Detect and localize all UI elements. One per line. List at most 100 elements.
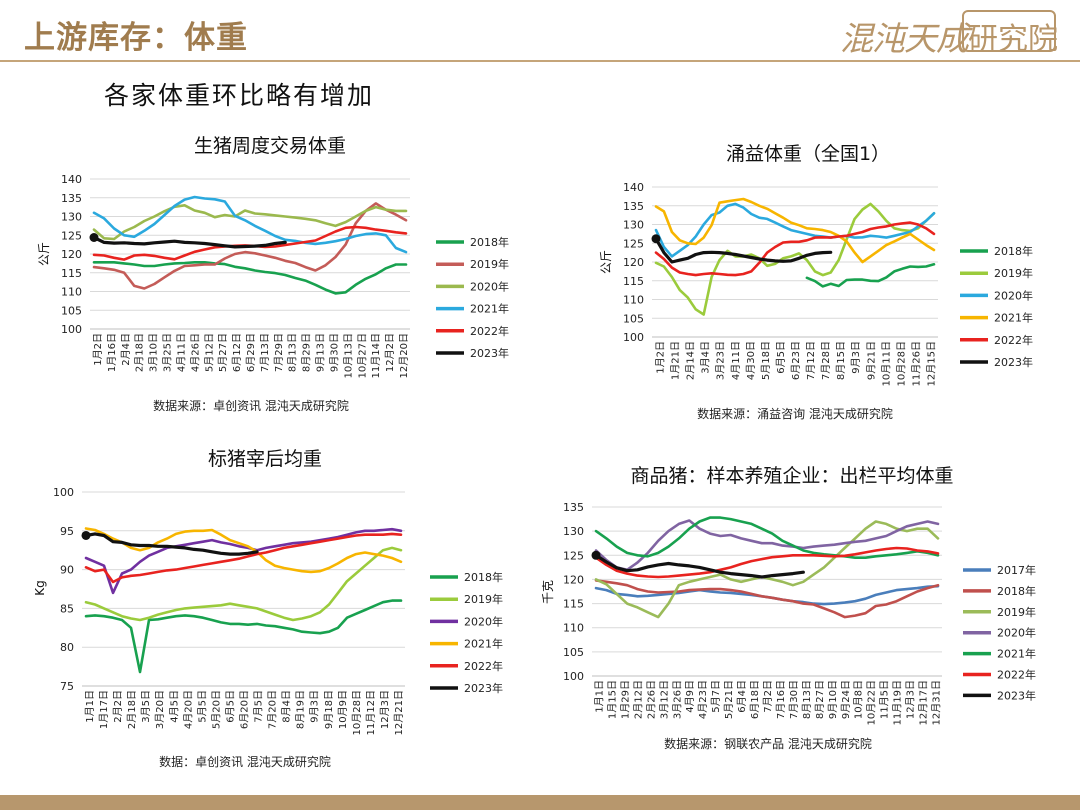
x-tick-label: 8月4日 [281,690,293,723]
y-tick-label: 140 [61,173,82,186]
chart-source-note: 数据来源：涌益咨询 混沌天成研究院 [697,406,893,421]
y-tick-label: 85 [60,602,74,615]
y-tick-label: 100 [53,486,74,499]
legend-label: 2019年 [994,266,1033,280]
x-tick-label: 3月12日 [658,680,670,719]
x-tick-label: 7月12日 [805,341,817,380]
y-tick-label: 105 [623,312,644,325]
x-tick-label: 3月25日 [162,333,174,372]
series-line-2023年 [92,235,287,249]
y-tick-label: 95 [60,525,74,538]
x-tick-label: 12月21日 [393,690,405,735]
x-tick-label: 6月5日 [775,341,787,374]
series-line-2023年 [594,553,805,579]
series-line-2022年 [654,221,936,277]
x-tick-label: 3月10日 [148,333,160,372]
chart-source-note: 数据来源：钢联农产品 混沌天成研究院 [664,736,872,751]
legend-label: 2023年 [997,688,1036,702]
x-tick-label: 1月2日 [655,341,667,374]
legend-label: 2020年 [994,288,1033,302]
y-tick-label: 125 [623,237,644,250]
legend-label: 2022年 [470,324,509,338]
x-tick-label: 2月18日 [126,690,138,729]
series-line-2017年 [594,584,940,606]
y-tick-label: 110 [623,294,644,307]
x-tick-label: 10月28日 [351,690,363,735]
x-tick-label: 6月20日 [239,690,251,729]
series-line-2018年 [84,599,403,674]
y-tick-label: 125 [61,229,82,242]
series-start-marker [81,530,91,540]
x-tick-label: 4月11日 [730,341,742,380]
y-tick-label: 135 [563,501,584,514]
x-tick-label: 6月5日 [224,690,236,723]
series-line-2020年 [84,527,403,595]
legend-label: 2020年 [470,279,509,293]
series-start-marker [89,233,99,242]
y-tick-label: 110 [61,286,82,299]
x-tick-label: 7月13日 [259,333,271,372]
y-tick-label: 125 [563,549,584,562]
series-line-2018年 [805,263,936,288]
x-tick-label: 11月12日 [365,690,377,735]
x-tick-label: 9月18日 [323,690,335,729]
header-divider [0,60,1080,62]
chart-source-note: 数据：卓创资讯 混沌天成研究院 [159,754,331,769]
x-tick-label: 4月30日 [745,341,757,380]
x-tick-label: 7月29日 [273,333,285,372]
x-tick-label: 1月2日 [92,333,104,366]
series-line-2021年 [594,516,940,559]
x-tick-label: 2月26日 [645,680,657,719]
x-tick-label: 4月20日 [182,690,194,729]
x-tick-label: 11月14日 [370,333,382,378]
x-tick-label: 1月1日 [593,680,605,713]
x-tick-label: 7月30日 [788,680,800,719]
x-tick-label: 11月19日 [892,680,904,725]
x-tick-label: 8月19日 [295,690,307,729]
y-tick-label: 75 [60,680,74,693]
legend-label: 2017年 [997,563,1036,577]
x-tick-label: 6月12日 [231,333,243,372]
legend-label: 2020年 [997,626,1036,640]
x-tick-label: 5月5日 [196,690,208,723]
series-line-2020年 [654,202,936,258]
x-tick-label: 7月20日 [267,690,279,729]
x-tick-label: 5月12日 [203,333,215,372]
x-tick-label: 6月18日 [749,680,761,719]
legend-label: 2023年 [464,681,503,695]
chart-source-note: 数据来源：卓创资讯 混沌天成研究院 [153,398,349,413]
x-tick-label: 12月15日 [925,341,937,386]
x-tick-label: 9月30日 [328,333,340,372]
series-line-2019年 [654,202,936,316]
x-tick-label: 4月9日 [684,680,696,713]
logo-frame [962,10,1056,52]
logo-sub-text: 研究院 [968,22,1058,57]
x-tick-label: 1月16日 [106,333,118,372]
x-tick-label: 9月3日 [850,341,862,374]
y-axis-label: Kg [33,580,47,596]
x-tick-label: 11月5日 [879,680,891,719]
y-tick-label: 130 [623,219,644,232]
y-tick-label: 130 [61,211,82,224]
x-tick-label: 12月3日 [905,680,917,719]
x-tick-label: 8月29日 [301,333,313,372]
y-tick-label: 100 [623,331,644,344]
x-tick-label: 4月23日 [697,680,709,719]
x-tick-label: 2月18日 [134,333,146,372]
chart-title: 涌益体重（全国1） [726,143,890,165]
chart-title: 生猪周度交易体重 [194,135,346,157]
logo-text: 混沌天成 [840,19,969,58]
x-tick-label: 10月11日 [880,341,892,386]
x-tick-label: 5月7日 [710,680,722,713]
x-tick-label: 9月3日 [309,690,321,723]
legend-label: 2023年 [470,346,509,360]
x-tick-label: 12月31日 [931,680,943,725]
series-line-2020年 [92,204,408,241]
legend-label: 2018年 [470,235,509,249]
x-tick-label: 3月20日 [154,690,166,729]
y-tick-label: 135 [623,200,644,213]
x-tick-label: 4月5日 [168,690,180,723]
y-tick-label: 140 [623,181,644,194]
